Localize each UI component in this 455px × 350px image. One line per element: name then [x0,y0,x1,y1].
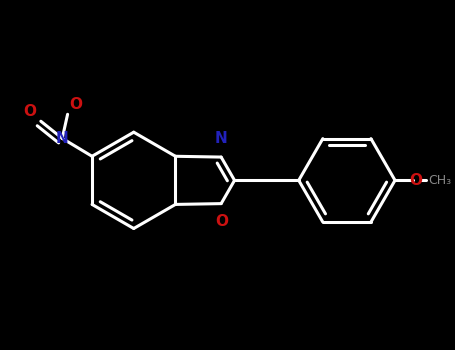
Text: N: N [215,131,228,146]
Text: O: O [216,214,229,229]
Text: O: O [70,97,83,112]
Text: CH₃: CH₃ [429,174,452,187]
Text: O: O [409,173,422,188]
Text: N: N [56,131,69,146]
Text: O: O [24,104,36,119]
